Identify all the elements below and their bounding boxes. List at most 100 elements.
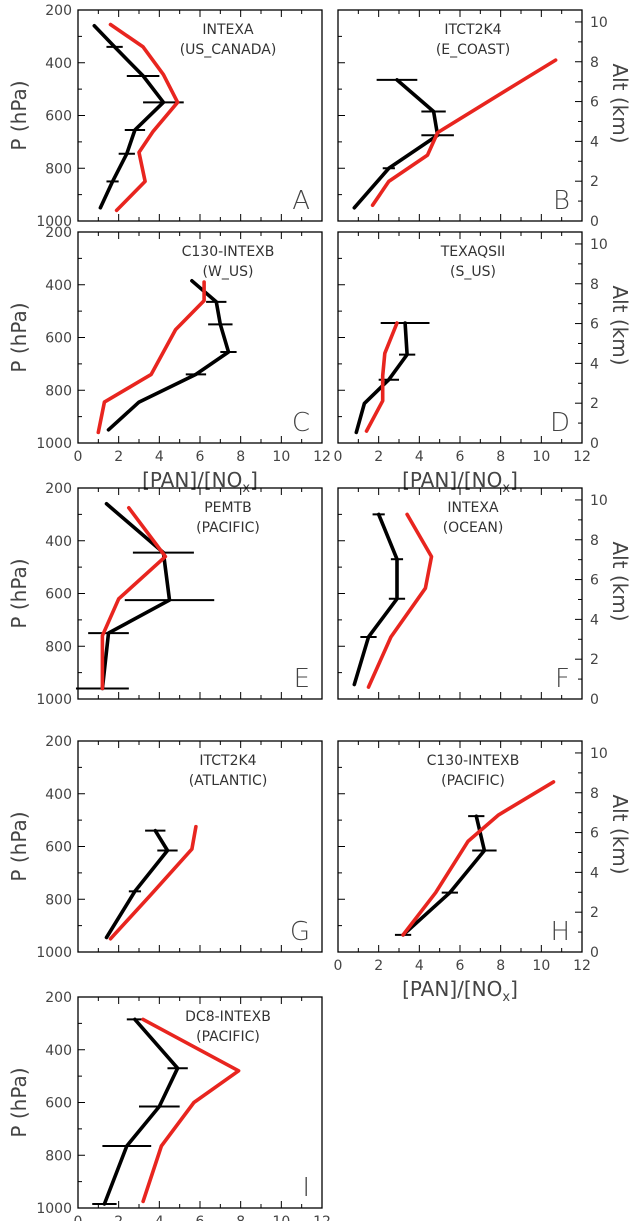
x-tick-label: 6 (196, 449, 205, 465)
y-tick-label: 800 (45, 639, 72, 655)
y-tick-label: 200 (45, 734, 72, 750)
alt-tick-label: 2 (590, 652, 599, 668)
y-tick-label: 800 (45, 892, 72, 908)
panel-letter: A (292, 186, 310, 216)
panel-letter: D (550, 408, 570, 438)
panel-letter: C (292, 408, 310, 438)
y-tick-label: 1000 (36, 436, 72, 452)
y-tick-label: 200 (45, 990, 72, 1006)
x-tick-label: 0 (74, 449, 83, 465)
x-axis-label: [PAN]/[NOx] (402, 977, 518, 1005)
y-tick-label: 600 (45, 1096, 72, 1112)
panel-subtitle: (E_COAST) (436, 42, 510, 58)
alt-tick-label: 2 (590, 174, 599, 190)
y-tick-label: 1000 (36, 692, 72, 708)
y-tick-label: 800 (45, 161, 72, 177)
alt-tick-label: 8 (590, 533, 599, 549)
panel-subtitle: (US_CANADA) (180, 42, 277, 58)
panel-title: INTEXA (202, 22, 254, 38)
panel-subtitle: (OCEAN) (443, 520, 504, 536)
panel-title: PEMTB (204, 500, 252, 516)
panel-title: C130-INTEXB (182, 244, 275, 260)
x-tick-label: 10 (532, 958, 550, 974)
x-tick-label: 8 (496, 449, 505, 465)
y-tick-label: 600 (45, 840, 72, 856)
observed-series-line (100, 501, 172, 691)
alt-tick-label: 4 (590, 865, 599, 881)
panel-subtitle: (PACIFIC) (196, 1029, 260, 1045)
plot-frame (77, 231, 323, 444)
model-series-line (108, 22, 180, 213)
alt-axis-label: Alt (km) (608, 63, 632, 143)
alt-tick-label: 4 (590, 134, 599, 150)
panel-letter: E (294, 664, 310, 694)
panel-title: ITCT2K4 (199, 753, 256, 769)
x-tick-label: 10 (532, 449, 550, 465)
x-tick-label: 12 (573, 449, 591, 465)
x-tick-label: 4 (415, 958, 424, 974)
panel-subtitle: (ATLANTIC) (189, 773, 268, 789)
panel-subtitle: (PACIFIC) (441, 773, 505, 789)
panel-title: ITCT2K4 (444, 22, 501, 38)
panel-h: 0 2 4 6 8 10 Alt (km) 0 2 4 6 8 10 12 [PAN]/[NOx] C130-… (334, 740, 632, 1005)
x-tick-label: 12 (313, 449, 331, 465)
x-tick-label: 4 (155, 449, 164, 465)
y-tick-label: 800 (45, 1148, 72, 1164)
alt-tick-label: 8 (590, 55, 599, 71)
panel-g: 200 400 600 800 1000 P (hPa) ITCT2K4 (ATLANTIC)… (7, 734, 323, 961)
panel-subtitle: (W_US) (203, 264, 254, 280)
observed-series-line (92, 23, 166, 210)
x-tick-label: 2 (114, 1214, 123, 1221)
panel-title: DC8-INTEXB (185, 1009, 271, 1025)
observed-series-line (106, 278, 231, 432)
y-tick-label: 400 (45, 1043, 72, 1059)
x-tick-label: 0 (334, 449, 343, 465)
panel-a: 200 400 600 800 1000 P (hPa) INTEXA (US_CANADA)… (7, 3, 323, 230)
y-tick-label: 400 (45, 56, 72, 72)
alt-tick-label: 6 (590, 317, 599, 333)
x-tick-label: 8 (236, 449, 245, 465)
x-tick-label: 0 (334, 958, 343, 974)
y-tick-label: 400 (45, 534, 72, 550)
y-tick-label: 400 (45, 278, 72, 294)
panel-title: TEXAQSII (440, 244, 505, 260)
x-tick-label: 2 (374, 449, 383, 465)
x-tick-label: 10 (272, 449, 290, 465)
x-tick-label: 8 (236, 1214, 245, 1221)
x-tick-label: 6 (456, 449, 465, 465)
observed-series-line (104, 828, 170, 940)
model-series-line (401, 780, 556, 937)
panel-title: C130-INTEXB (427, 753, 520, 769)
y-tick-label: 200 (45, 3, 72, 19)
y-axis-label: P (hPa) (7, 558, 31, 628)
model-series-line (108, 824, 198, 941)
panel-subtitle: (PACIFIC) (196, 520, 260, 536)
alt-tick-label: 2 (590, 396, 599, 412)
x-tick-label: 2 (374, 958, 383, 974)
panel-letter: H (550, 917, 570, 947)
model-series-line (96, 280, 206, 435)
y-axis-label: P (hPa) (7, 1067, 31, 1137)
y-tick-label: 600 (45, 587, 72, 603)
alt-tick-label: 10 (590, 746, 608, 762)
alt-tick-label: 4 (590, 612, 599, 628)
x-tick-label: 6 (196, 1214, 205, 1221)
observed-series-line (102, 1017, 180, 1206)
alt-tick-label: 0 (590, 945, 599, 961)
x-tick-label: 8 (496, 958, 505, 974)
alt-tick-label: 10 (590, 237, 608, 253)
alt-tick-label: 10 (590, 15, 608, 31)
alt-tick-label: 2 (590, 905, 599, 921)
panel-title: INTEXA (447, 500, 499, 516)
panel-letter: I (302, 1173, 310, 1203)
x-tick-label: 4 (415, 449, 424, 465)
y-tick-label: 800 (45, 383, 72, 399)
alt-axis-label: Alt (km) (608, 285, 632, 365)
x-tick-label: 10 (272, 1214, 290, 1221)
alt-tick-label: 6 (590, 95, 599, 111)
panel-subtitle: (S_US) (450, 264, 496, 280)
alt-tick-label: 8 (590, 277, 599, 293)
